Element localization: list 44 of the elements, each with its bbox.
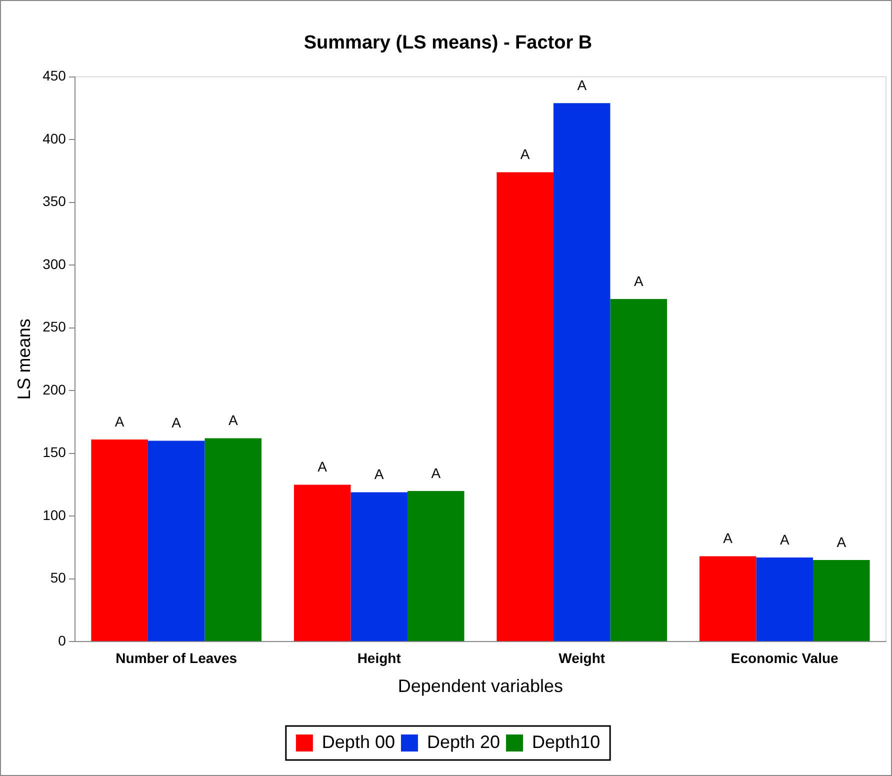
legend-label: Depth 00 <box>322 732 395 752</box>
x-tick-label: Height <box>357 650 402 666</box>
y-tick-label: 300 <box>42 256 66 272</box>
data-label: A <box>228 412 238 428</box>
bar <box>350 492 408 642</box>
x-tick-label: Weight <box>558 650 606 666</box>
bar <box>91 440 148 642</box>
y-tick-label: 50 <box>50 570 66 586</box>
bar <box>407 490 464 642</box>
bar <box>813 560 870 642</box>
chart-title: Summary (LS means) - Factor B <box>304 32 592 54</box>
y-tick-label: 0 <box>58 632 66 648</box>
data-label: A <box>577 77 588 94</box>
data-label: A <box>114 413 125 430</box>
y-tick-label: 450 <box>42 68 66 84</box>
bar <box>756 558 814 642</box>
bar <box>610 298 668 642</box>
x-axis-title: Dependent variables <box>398 676 564 696</box>
data-label: A <box>318 458 328 475</box>
legend-label: Depth 20 <box>426 732 500 752</box>
y-tick-label: 250 <box>42 318 66 335</box>
y-tick-label: 400 <box>42 130 66 146</box>
bar <box>496 172 554 642</box>
bar <box>148 440 205 642</box>
y-axis-title: LS means <box>14 318 34 400</box>
y-tick-label: 150 <box>42 444 66 460</box>
bar <box>204 438 262 642</box>
legend-label: Depth10 <box>532 732 600 752</box>
data-label: A <box>836 534 847 550</box>
bar <box>553 103 610 642</box>
data-label: A <box>431 464 442 481</box>
y-tick-label: 350 <box>42 193 66 210</box>
x-tick-label: Number of Leaves <box>116 650 238 666</box>
x-tick-label: Economic Value <box>730 650 839 666</box>
data-label: A <box>374 466 384 482</box>
y-tick-label: 100 <box>42 506 66 523</box>
y-tick-label: 200 <box>42 381 66 398</box>
data-label: A <box>780 531 790 548</box>
data-label: A <box>172 414 182 431</box>
bar <box>699 556 756 642</box>
data-label: A <box>723 530 734 546</box>
data-label: A <box>634 272 644 289</box>
bar <box>294 484 351 642</box>
data-label: A <box>520 146 530 162</box>
